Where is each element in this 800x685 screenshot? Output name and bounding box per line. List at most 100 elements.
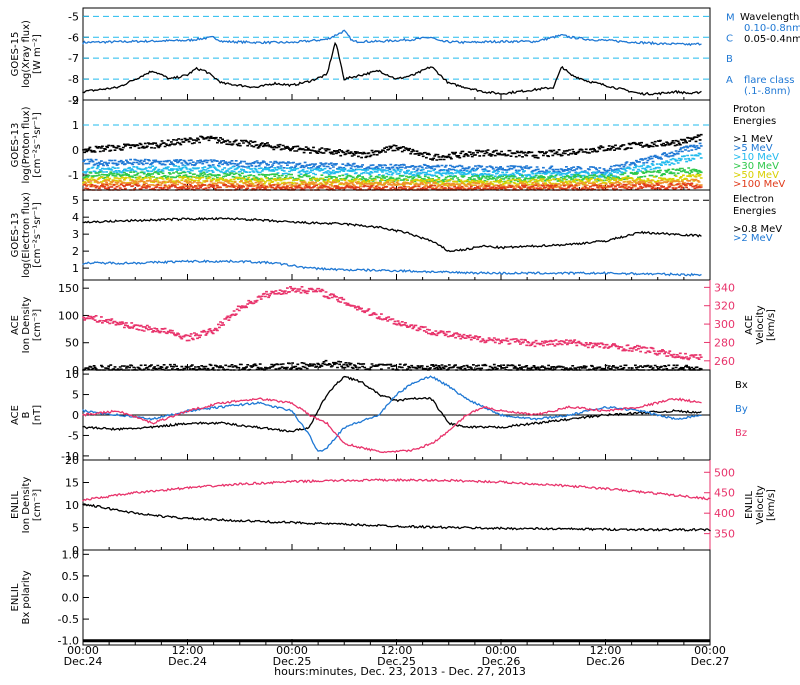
y-tick-label: -5 (68, 10, 79, 23)
y-tick-label: 0.0 (62, 592, 80, 605)
y-tick-label: 1.0 (62, 548, 80, 561)
legend-entry: >50 MeV (733, 170, 779, 181)
x-tick-time: 12:00 (381, 644, 413, 657)
y-axis-label: GOES-15 (10, 32, 21, 77)
y-tick-label: 1 (72, 262, 79, 275)
legend-entry: >100 MeV (733, 179, 785, 190)
flare-class-label: C (726, 33, 733, 44)
x-tick-date: Dec.25 (377, 655, 416, 668)
legend-entry: >5 MeV (733, 143, 773, 154)
y-axis-label: [cm⁻³] (32, 309, 43, 341)
y-axis-label: [cm⁻²s⁻¹sr⁻¹] (32, 202, 43, 268)
series-xray-1 (82, 41, 702, 96)
y-tick-label: 15 (65, 477, 79, 490)
y-tick-label: 10 (65, 499, 79, 512)
panel-frame (82, 189, 711, 281)
legend-entry: >0.8 MeV (733, 224, 782, 235)
y-tick-label: 2 (72, 94, 79, 107)
y-axis-label: GOES-13 (10, 213, 21, 258)
x-tick-date: Dec.26 (482, 655, 521, 668)
y-tick-label: 0 (72, 144, 79, 157)
series-enlil_density-1 (82, 503, 711, 532)
legend-title: Energies (733, 116, 776, 127)
y-tick-label: 4 (72, 211, 79, 224)
x-tick-time: 00:00 (67, 644, 99, 657)
legend-entry: >30 MeV (733, 161, 779, 172)
y2-tick-label: 300 (714, 318, 735, 331)
y-axis-label: Bx polarity (21, 570, 32, 624)
x-axis: 00:00Dec.2412:00Dec.2400:00Dec.2512:00De… (64, 644, 730, 668)
series-electron-1 (82, 259, 702, 277)
series-enlil_density-0 (82, 477, 711, 502)
y-tick-label: 10 (65, 368, 79, 381)
panel-frame (82, 459, 711, 551)
panel-frame (82, 7, 711, 101)
x-tick-time: 00:00 (276, 644, 308, 657)
y-tick-label: 50 (65, 337, 79, 350)
y2-tick-label: 260 (714, 355, 735, 368)
y2-tick-label: 400 (714, 507, 735, 520)
series-ace_b-0 (82, 375, 702, 433)
legend-entry: >2 MeV (733, 233, 773, 244)
legend-entry: (.1-.8nm) (744, 86, 791, 97)
y2-tick-label: 340 (714, 281, 735, 294)
series-proton-2 (82, 152, 703, 179)
y2-axis-label: [km/s] (766, 309, 777, 341)
y2-axis-label: Velocity (755, 485, 766, 524)
y-tick-label: 20 (65, 454, 79, 467)
x-tick-date: Dec.27 (691, 655, 730, 668)
x-axis-label: hours:minutes, Dec. 23, 2013 - Dec. 27, … (274, 665, 526, 678)
y-axis-label: log(Electron flux) (21, 192, 32, 278)
legend-title: Energies (733, 206, 776, 217)
flare-class-label: M (726, 12, 735, 23)
legend-entry: >1 MeV (733, 134, 773, 145)
y-tick-label: 0 (72, 364, 79, 377)
panel-enlil_bx: -1.0 -0.5 0.0 0.5 1.0 ENLIL Bx polarity (10, 548, 711, 648)
x-tick-date: Dec.26 (586, 655, 625, 668)
y-tick-label: -1 (68, 169, 79, 182)
y-tick-label: 0 (72, 544, 79, 557)
y-axis-label: ENLIL (10, 583, 21, 611)
legend-entry: By (735, 404, 748, 415)
y-tick-label: 0.5 (62, 570, 80, 583)
y2-tick-label: 320 (714, 300, 735, 313)
panel-frame (82, 549, 711, 646)
y-tick-label: -7 (68, 52, 79, 65)
x-tick-date: Dec.24 (64, 655, 103, 668)
x-tick-time: 12:00 (172, 644, 204, 657)
x-tick-time: 00:00 (694, 644, 726, 657)
y2-tick-label: 500 (714, 466, 735, 479)
y-axis-label: ENLIL (10, 491, 21, 519)
legend-entry: >10 MeV (733, 152, 779, 163)
series-ace_density-1 (82, 359, 703, 371)
y2-axis-label: [km/s] (766, 489, 777, 521)
y2-axis-label: Velocity (755, 305, 766, 344)
legend-entry: Bx (735, 380, 748, 391)
legend-title: Proton (733, 104, 765, 115)
y2-tick-label: 350 (714, 528, 735, 541)
legend-entry: Bz (735, 428, 747, 439)
y-axis-label: Ion Density (21, 297, 32, 354)
flare-class-label: A (726, 75, 733, 86)
series-proton-0 (82, 133, 703, 161)
legend-entry: Wavelength (740, 12, 799, 23)
y-tick-label: 150 (58, 282, 79, 295)
y-axis-label: [cm⁻²s⁻¹sr⁻¹] (32, 112, 43, 178)
y-tick-label: 0 (72, 409, 79, 422)
y2-axis-label: ACE (744, 315, 755, 335)
y-axis-label: log(Proton flux) (21, 106, 32, 183)
series-ace_b-1 (82, 375, 702, 452)
panel-electron: 1 2 3 4 5 GOES-13 log(Electron flux) [cm⁻²s⁻¹sr… (10, 189, 782, 281)
y-tick-label: -1.0 (58, 635, 79, 648)
panel-proton: -1 0 1 2 GOES-13 log(Proton flux) [cm⁻²s⁻¹sr⁻¹… (10, 94, 785, 191)
y-axis-label: [cm⁻³] (32, 489, 43, 521)
series-ace_b-2 (82, 397, 702, 454)
y-tick-label: -10 (61, 450, 79, 463)
y-tick-label: 5 (72, 522, 79, 535)
y-tick-label: -9 (68, 94, 79, 107)
y-axis-label: ACE (10, 405, 21, 425)
